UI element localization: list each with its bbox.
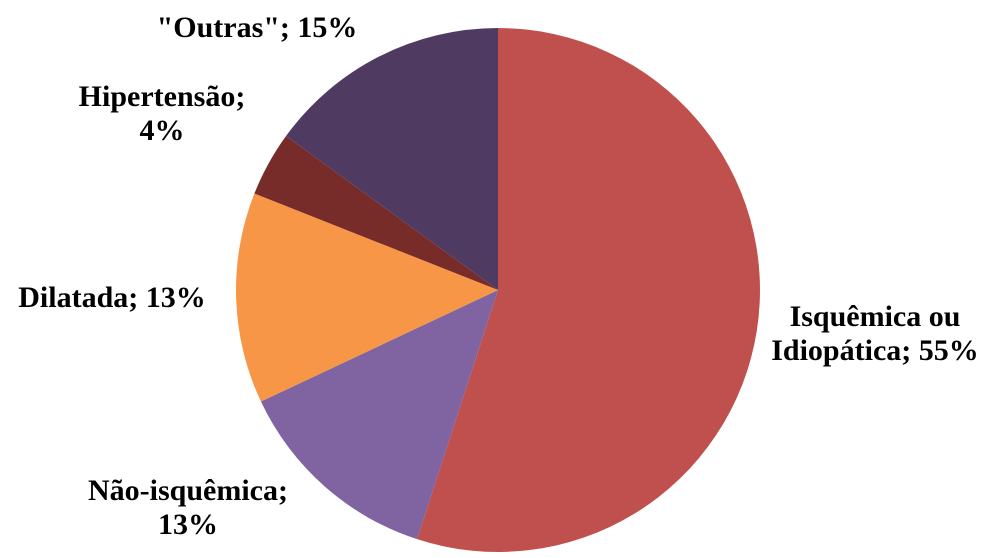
pie-slice-5 (286, 28, 498, 290)
slice-label-line: Isquêmica ou (790, 300, 961, 333)
pie-slice-3 (236, 193, 498, 402)
slice-label-2: Não-isquêmica; 13% (88, 474, 288, 541)
slice-label-line: "Outras"; 15% (157, 11, 358, 44)
slice-label-line: 4% (140, 114, 185, 147)
slice-label-line: 13% (158, 508, 218, 541)
slice-label-line: Hipertensão; (79, 80, 246, 113)
pie-slice-2 (260, 290, 498, 540)
pie-slice-1 (417, 28, 760, 552)
slice-label-3: Dilatada; 13% (18, 281, 206, 314)
slice-label-4: Hipertensão; 4% (79, 80, 246, 147)
slice-label-1: Isquêmica ou Idiopática; 55% (771, 300, 979, 367)
pie-slice-4 (254, 136, 498, 290)
pie-slices (236, 28, 760, 552)
slice-label-line: Dilatada; 13% (18, 281, 206, 314)
slice-label-5: "Outras"; 15% (157, 11, 358, 44)
slice-labels: Isquêmica ou Idiopática; 55% Não-isquêmica… (18, 11, 979, 541)
slice-label-line: Idiopática; 55% (771, 334, 979, 367)
slice-label-line: Não-isquêmica; (88, 474, 288, 507)
